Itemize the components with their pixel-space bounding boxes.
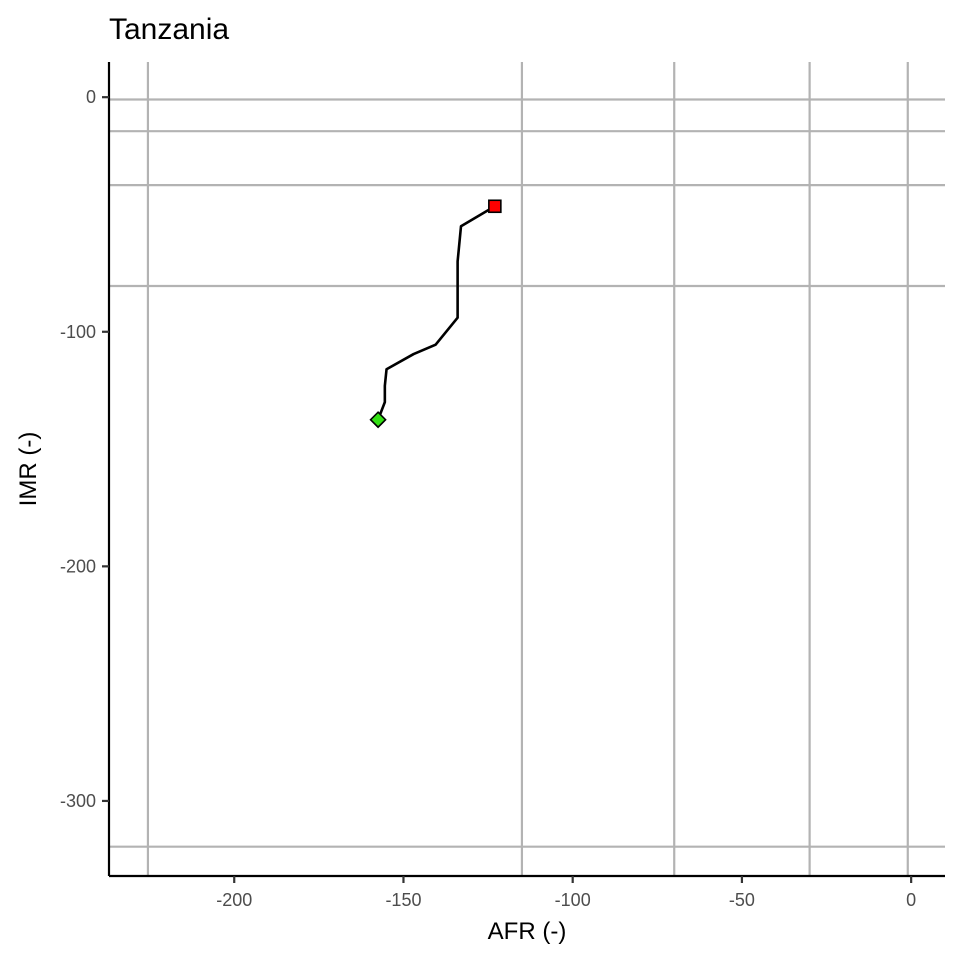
x-tick-label: -50 (729, 890, 755, 910)
x-tick-label: -100 (555, 890, 591, 910)
trajectory-line (376, 204, 497, 422)
y-tick-label: 0 (86, 87, 96, 107)
x-tick-label: 0 (906, 890, 916, 910)
axes: -200 -150 -100 -50 0 0 -100 -200 -300 (60, 62, 945, 910)
chart-title: Tanzania (109, 13, 229, 46)
y-tick-label: -300 (60, 791, 96, 811)
grid-lines (109, 62, 945, 876)
x-axis-title: AFR (-) (488, 918, 567, 945)
y-tick-label: -100 (60, 322, 96, 342)
x-tick-label: -150 (385, 890, 421, 910)
y-tick-label: -200 (60, 556, 96, 576)
end-marker-square (488, 199, 502, 214)
markers-group (369, 199, 502, 429)
start-marker-diamond (369, 411, 387, 429)
x-tick-label: -200 (216, 890, 252, 910)
series-group (376, 204, 497, 422)
y-axis-title: IMR (-) (15, 432, 42, 507)
